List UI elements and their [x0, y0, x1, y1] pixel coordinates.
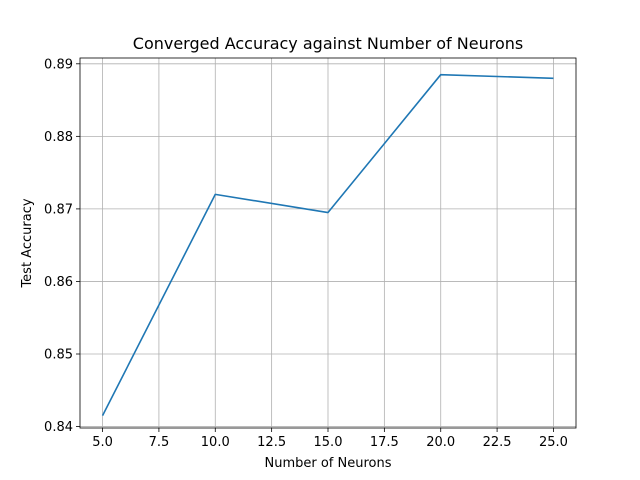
y-tick-label: 0.84 — [44, 420, 73, 435]
grid — [80, 58, 576, 428]
x-tick-label: 12.5 — [257, 435, 286, 450]
y-axis-label: Test Accuracy — [20, 198, 35, 288]
y-tick-label: 0.85 — [44, 348, 73, 363]
series-layer — [101, 73, 554, 417]
x-tick-label: 20.0 — [426, 435, 455, 450]
y-tick-label: 0.87 — [44, 202, 73, 217]
x-axis: 5.0 7.5 10.0 12.5 15.0 17.5 20.0 22.5 25.0 — [92, 428, 568, 450]
y-axis: 0.84 0.85 0.86 0.87 0.88 0.89 — [44, 57, 80, 435]
x-tick-label: 17.5 — [370, 435, 399, 450]
x-tick-label: 5.0 — [92, 435, 113, 450]
x-tick-label: 15.0 — [314, 435, 343, 450]
x-tick-label: 22.5 — [483, 435, 512, 450]
x-tick-label: 25.0 — [539, 435, 568, 450]
y-tick-label: 0.86 — [44, 275, 73, 290]
y-tick-label: 0.89 — [44, 57, 73, 72]
x-axis-label: Number of Neurons — [264, 456, 391, 471]
x-tick-label: 7.5 — [149, 435, 170, 450]
y-tick-label: 0.88 — [44, 130, 73, 145]
chart-title: Converged Accuracy against Number of Neu… — [133, 34, 523, 53]
x-tick-label: 10.0 — [201, 435, 230, 450]
